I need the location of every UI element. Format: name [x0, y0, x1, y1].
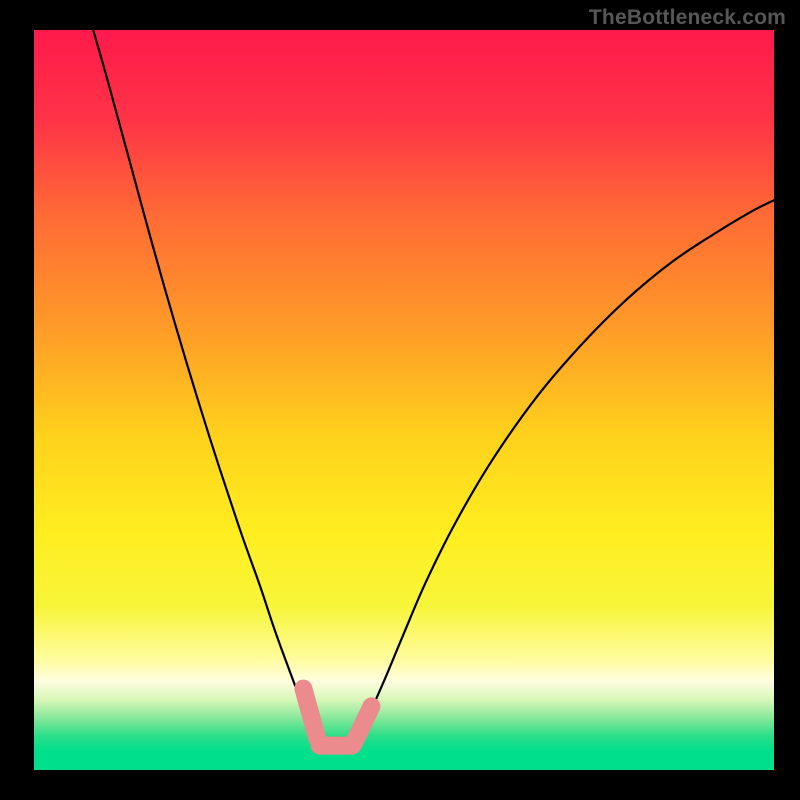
chart-plot-area [34, 30, 774, 770]
watermark-text: TheBottleneck.com [589, 6, 786, 30]
bottleneck-chart [34, 30, 774, 770]
